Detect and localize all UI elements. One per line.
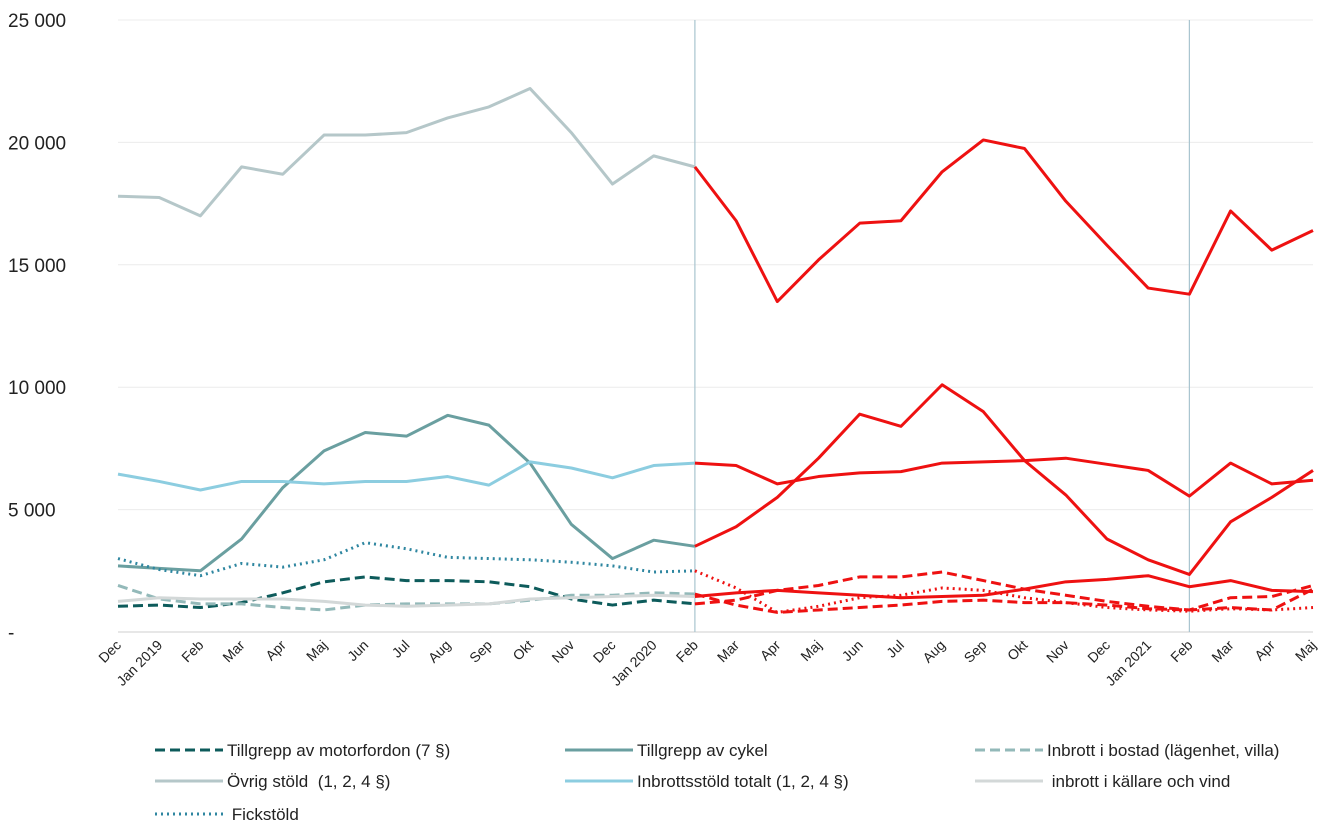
- legend-label: Fickstöld: [227, 805, 299, 824]
- x-tick-label: Dec: [95, 637, 124, 666]
- y-tick-label: 15 000: [8, 256, 66, 277]
- x-tick-label: Okt: [509, 637, 536, 664]
- x-tick-label: Feb: [178, 637, 207, 666]
- x-tick-label: Jun: [839, 637, 866, 664]
- x-tick-label: Apr: [1251, 637, 1278, 664]
- series-line: [117, 584, 695, 612]
- series-line: [117, 593, 695, 608]
- legend-label: Tillgrepp av motorfordon (7 §): [227, 741, 450, 760]
- x-tick-label: Okt: [1004, 637, 1031, 664]
- x-tick-label: Jan 2021: [1102, 637, 1154, 689]
- series-line: [694, 456, 1314, 498]
- x-tick-label: Sep: [466, 637, 495, 666]
- x-tick-label: Dec: [1084, 637, 1113, 666]
- x-tick-label: Jan 2020: [608, 637, 660, 689]
- series-line: [117, 413, 696, 573]
- x-tick-label: Apr: [757, 637, 784, 664]
- series-line: [694, 569, 1314, 614]
- x-tick-label: Jul: [883, 637, 907, 661]
- x-tick-label: Mar: [714, 637, 743, 666]
- y-tick-label: -: [8, 623, 14, 644]
- y-tick-label: 25 000: [8, 11, 66, 32]
- x-tick-label: Apr: [262, 637, 289, 664]
- x-tick-label: Aug: [425, 637, 454, 666]
- x-tick-label: Maj: [797, 637, 824, 664]
- x-tick-label: Nov: [548, 637, 577, 666]
- series-line: [117, 541, 695, 578]
- y-tick-label: 5 000: [8, 501, 56, 522]
- legend-label: Inbrott i bostad (lägenhet, villa): [1047, 741, 1279, 760]
- y-tick-label: 20 000: [8, 133, 66, 154]
- x-tick-label: Dec: [590, 637, 619, 666]
- series-line: [117, 575, 696, 610]
- series-line: [693, 138, 1314, 304]
- x-tick-label: Feb: [673, 637, 702, 666]
- series-line: [694, 383, 1314, 576]
- legend-label: Tillgrepp av cykel: [637, 741, 768, 760]
- x-tick-label: Jan 2019: [113, 637, 165, 689]
- x-tick-label: Maj: [1292, 637, 1319, 664]
- x-tick-label: Mar: [1208, 637, 1237, 666]
- series-line: [694, 574, 1314, 600]
- x-tick-label: Feb: [1167, 637, 1196, 666]
- y-tick-label: 10 000: [8, 378, 66, 399]
- x-tick-label: Nov: [1043, 637, 1072, 666]
- series-line: [117, 460, 695, 492]
- x-tick-label: Mar: [219, 637, 248, 666]
- x-tick-label: Aug: [919, 637, 948, 666]
- x-tick-label: Jun: [344, 637, 371, 664]
- legend-label: Inbrottsstöld totalt (1, 2, 4 §): [637, 772, 849, 791]
- x-tick-label: Sep: [961, 637, 990, 666]
- series-line: [117, 87, 696, 218]
- legend-label: Övrig stöld (1, 2, 4 §): [227, 772, 390, 791]
- legend-label: inbrott i källare och vind: [1047, 772, 1230, 791]
- x-tick-label: Maj: [303, 637, 330, 664]
- x-tick-label: Jul: [389, 637, 413, 661]
